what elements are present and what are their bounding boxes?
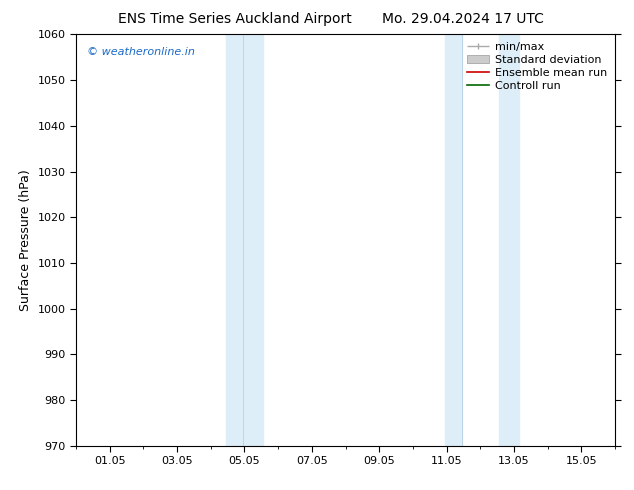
Text: Mo. 29.04.2024 17 UTC: Mo. 29.04.2024 17 UTC [382, 12, 544, 26]
Bar [445, 34, 462, 446]
Text: ENS Time Series Auckland Airport: ENS Time Series Auckland Airport [118, 12, 351, 26]
Bar [243, 34, 263, 446]
Legend: min/max, Standard deviation, Ensemble mean run, Controll run: min/max, Standard deviation, Ensemble me… [465, 40, 609, 93]
Y-axis label: Surface Pressure (hPa): Surface Pressure (hPa) [19, 169, 32, 311]
Bar [226, 34, 243, 446]
Bar [499, 34, 519, 446]
Text: © weatheronline.in: © weatheronline.in [87, 47, 195, 57]
